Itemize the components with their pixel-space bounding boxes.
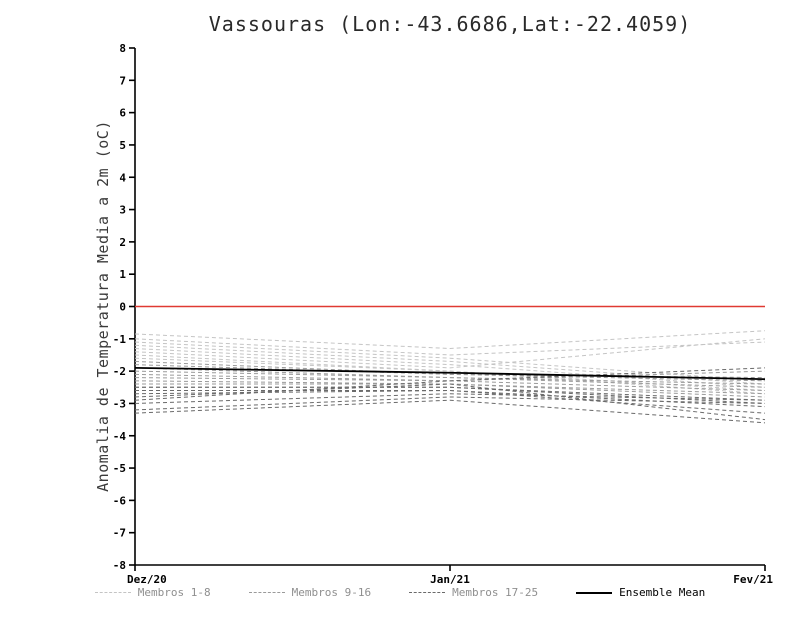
legend-solid-line-sample [576,591,613,594]
legend-item: Ensemble Mean [576,586,705,599]
ensemble-member-line [134,396,766,411]
y-tick-label: -1 [113,333,127,346]
ensemble-member-line [134,383,766,421]
x-tick-label: Jan/21 [430,573,470,586]
ensemble-member-line [134,338,766,356]
y-tick-label: 0 [119,301,126,314]
y-tick-label: -2 [113,365,126,378]
y-tick-label: 8 [119,42,126,55]
y-tick-label: -4 [113,430,127,443]
y-tick-label: 4 [119,171,126,184]
legend-dashed-line-sample [94,592,131,593]
legend-label: Ensemble Mean [619,586,706,599]
y-tick-label: 1 [119,268,126,281]
legend-label: Membros 17-25 [452,586,539,599]
ensemble-member-line [134,367,766,401]
ensemble-member-line [134,341,766,382]
ensemble-member-line [134,348,766,388]
chart-title: Vassouras (Lon:-43.6686,Lat:-22.4059) [208,12,692,36]
ensemble-member-line [134,399,766,424]
x-tick-label: Dez/20 [127,573,167,586]
ensemble-mean-line [134,366,766,381]
ensemble-member-line [134,338,766,369]
y-tick-label: 2 [119,236,126,249]
legend-label: Membros 9-16 [291,586,372,599]
ensemble-member-line [134,330,766,350]
legend-label: Membros 1-8 [137,586,211,599]
x-tick-label: Fev/21 [733,573,773,586]
legend-item: Membros 1-8 [94,586,211,599]
y-tick-label: -8 [113,559,126,572]
ensemble-member-line [134,370,766,388]
y-tick-label: -6 [113,494,127,507]
legend-item: Membros 9-16 [248,586,372,599]
legend-item: Membros 17-25 [409,586,538,599]
ensemble-member-line [134,357,766,395]
y-tick-label: -7 [113,527,126,540]
y-tick-label: 6 [119,107,126,120]
ensemble-member-line [134,364,766,382]
legend-dashed-line-sample [248,592,285,593]
y-tick-label: 3 [119,204,126,217]
y-tick-label: 7 [119,74,126,87]
y-tick-label: 5 [119,139,126,152]
legend-dashed-line-sample [409,592,446,593]
y-tick-label: -3 [113,397,126,410]
y-tick-label: -5 [113,462,126,475]
legend: Membros 1-8 Membros 9-16 Membros 17-25 Ense… [0,586,800,599]
ensemble-member-line [134,393,766,404]
